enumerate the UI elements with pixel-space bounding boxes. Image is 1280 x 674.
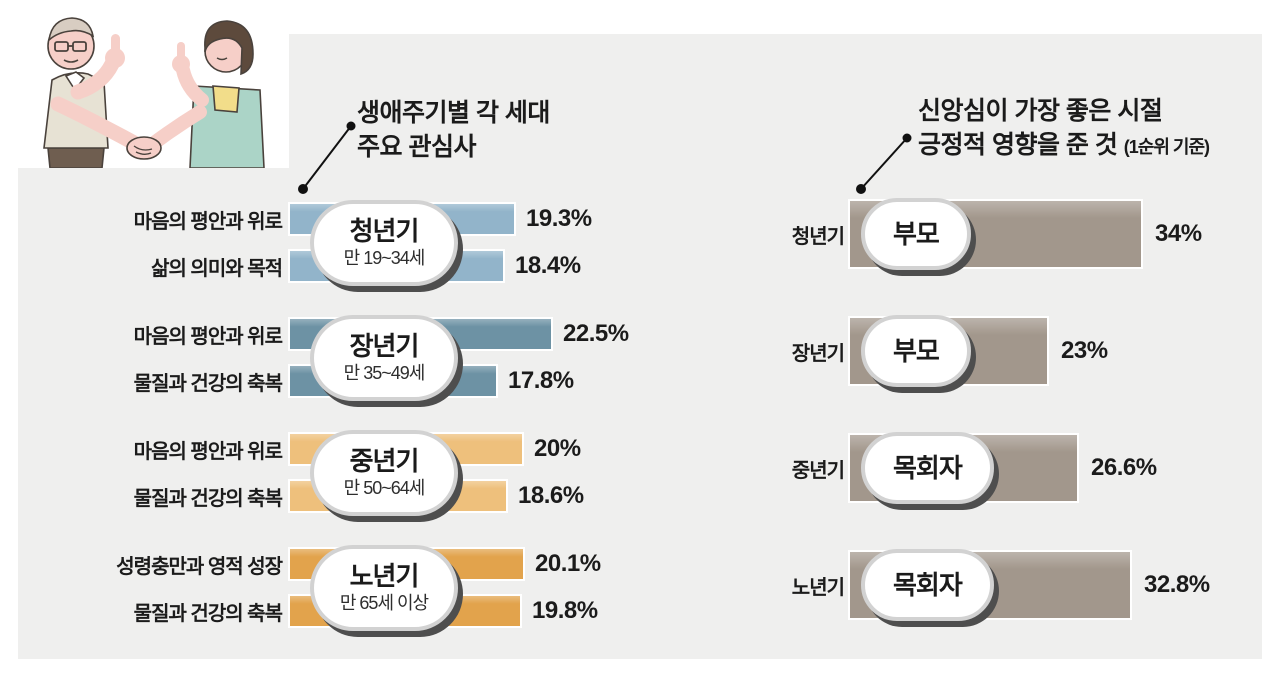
stage-badge-age: 만 50~64세 <box>343 478 426 498</box>
bar-value: 34% <box>1155 220 1202 247</box>
right-chart-title-note: (1순위 기준) <box>1123 137 1210 157</box>
bar-label: 물질과 건강의 축복 <box>133 372 283 395</box>
influence-badge: 목회자 <box>861 432 994 504</box>
bar-value: 17.8% <box>508 367 574 394</box>
influence-badge: 목회자 <box>861 549 994 621</box>
stage-label: 장년기 <box>791 342 845 365</box>
stage-badge: 장년기 만 35~49세 <box>310 315 458 401</box>
stage-label: 중년기 <box>791 459 845 482</box>
bar-label: 물질과 건강의 축복 <box>133 602 283 625</box>
bar-label: 마음의 평안과 위로 <box>133 440 283 463</box>
bar-label: 삶의 의미와 목적 <box>151 257 283 280</box>
stage-badge-age: 만 65세 이상 <box>339 593 429 613</box>
bar-label: 마음의 평안과 위로 <box>133 210 283 233</box>
stage-badge-title: 장년기 <box>349 331 420 361</box>
right-chart-title: 신앙심이 가장 좋은 시절 긍정적 영향을 준 것 (1순위 기준) <box>918 94 1210 164</box>
bar-value: 20.1% <box>535 550 601 577</box>
stage-badge-age: 만 19~34세 <box>343 248 426 268</box>
left-chart-title-line2: 주요 관심사 <box>357 133 476 161</box>
left-chart-panel <box>18 168 290 659</box>
handshake-illustration <box>43 17 265 168</box>
bar-value: 23% <box>1061 337 1108 364</box>
bar-value: 26.6% <box>1091 454 1157 481</box>
bar-value: 32.8% <box>1144 571 1210 598</box>
bar-value: 19.8% <box>532 597 598 624</box>
stage-badge-age: 만 35~49세 <box>343 363 426 383</box>
left-chart-title: 생애주기별 각 세대 주요 관심사 <box>357 96 550 164</box>
influence-badge-label: 목회자 <box>893 570 963 600</box>
influence-badge-label: 부모 <box>893 336 940 366</box>
influence-badge-label: 부모 <box>893 219 940 249</box>
stage-badge: 중년기 만 50~64세 <box>310 430 458 516</box>
right-chart-title-line2: 긍정적 영향을 준 것 (1순위 기준) <box>918 131 1210 159</box>
bar-value: 20% <box>534 435 581 462</box>
bar-value: 18.6% <box>518 482 584 509</box>
stage-badge-title: 노년기 <box>349 561 420 591</box>
stage-label: 노년기 <box>791 576 845 599</box>
bar-value: 22.5% <box>563 320 629 347</box>
stage-badge: 노년기 만 65세 이상 <box>310 545 458 631</box>
influence-badge: 부모 <box>861 198 971 270</box>
bar-value: 18.4% <box>515 252 581 279</box>
stage-badge: 청년기 만 19~34세 <box>310 200 458 286</box>
bar-label: 마음의 평안과 위로 <box>133 325 283 348</box>
influence-badge-label: 목회자 <box>893 453 963 483</box>
bar-label: 물질과 건강의 축복 <box>133 487 283 510</box>
bar-label: 성령충만과 영적 성장 <box>116 555 283 578</box>
influence-badge: 부모 <box>861 315 971 387</box>
left-chart-title-line1: 생애주기별 각 세대 <box>357 99 550 127</box>
stage-badge-title: 중년기 <box>349 446 420 476</box>
right-chart-title-line1: 신앙심이 가장 좋은 시절 <box>918 97 1163 125</box>
bar-value: 19.3% <box>526 205 592 232</box>
stage-label: 청년기 <box>791 225 845 248</box>
stage-badge-title: 청년기 <box>349 216 420 246</box>
